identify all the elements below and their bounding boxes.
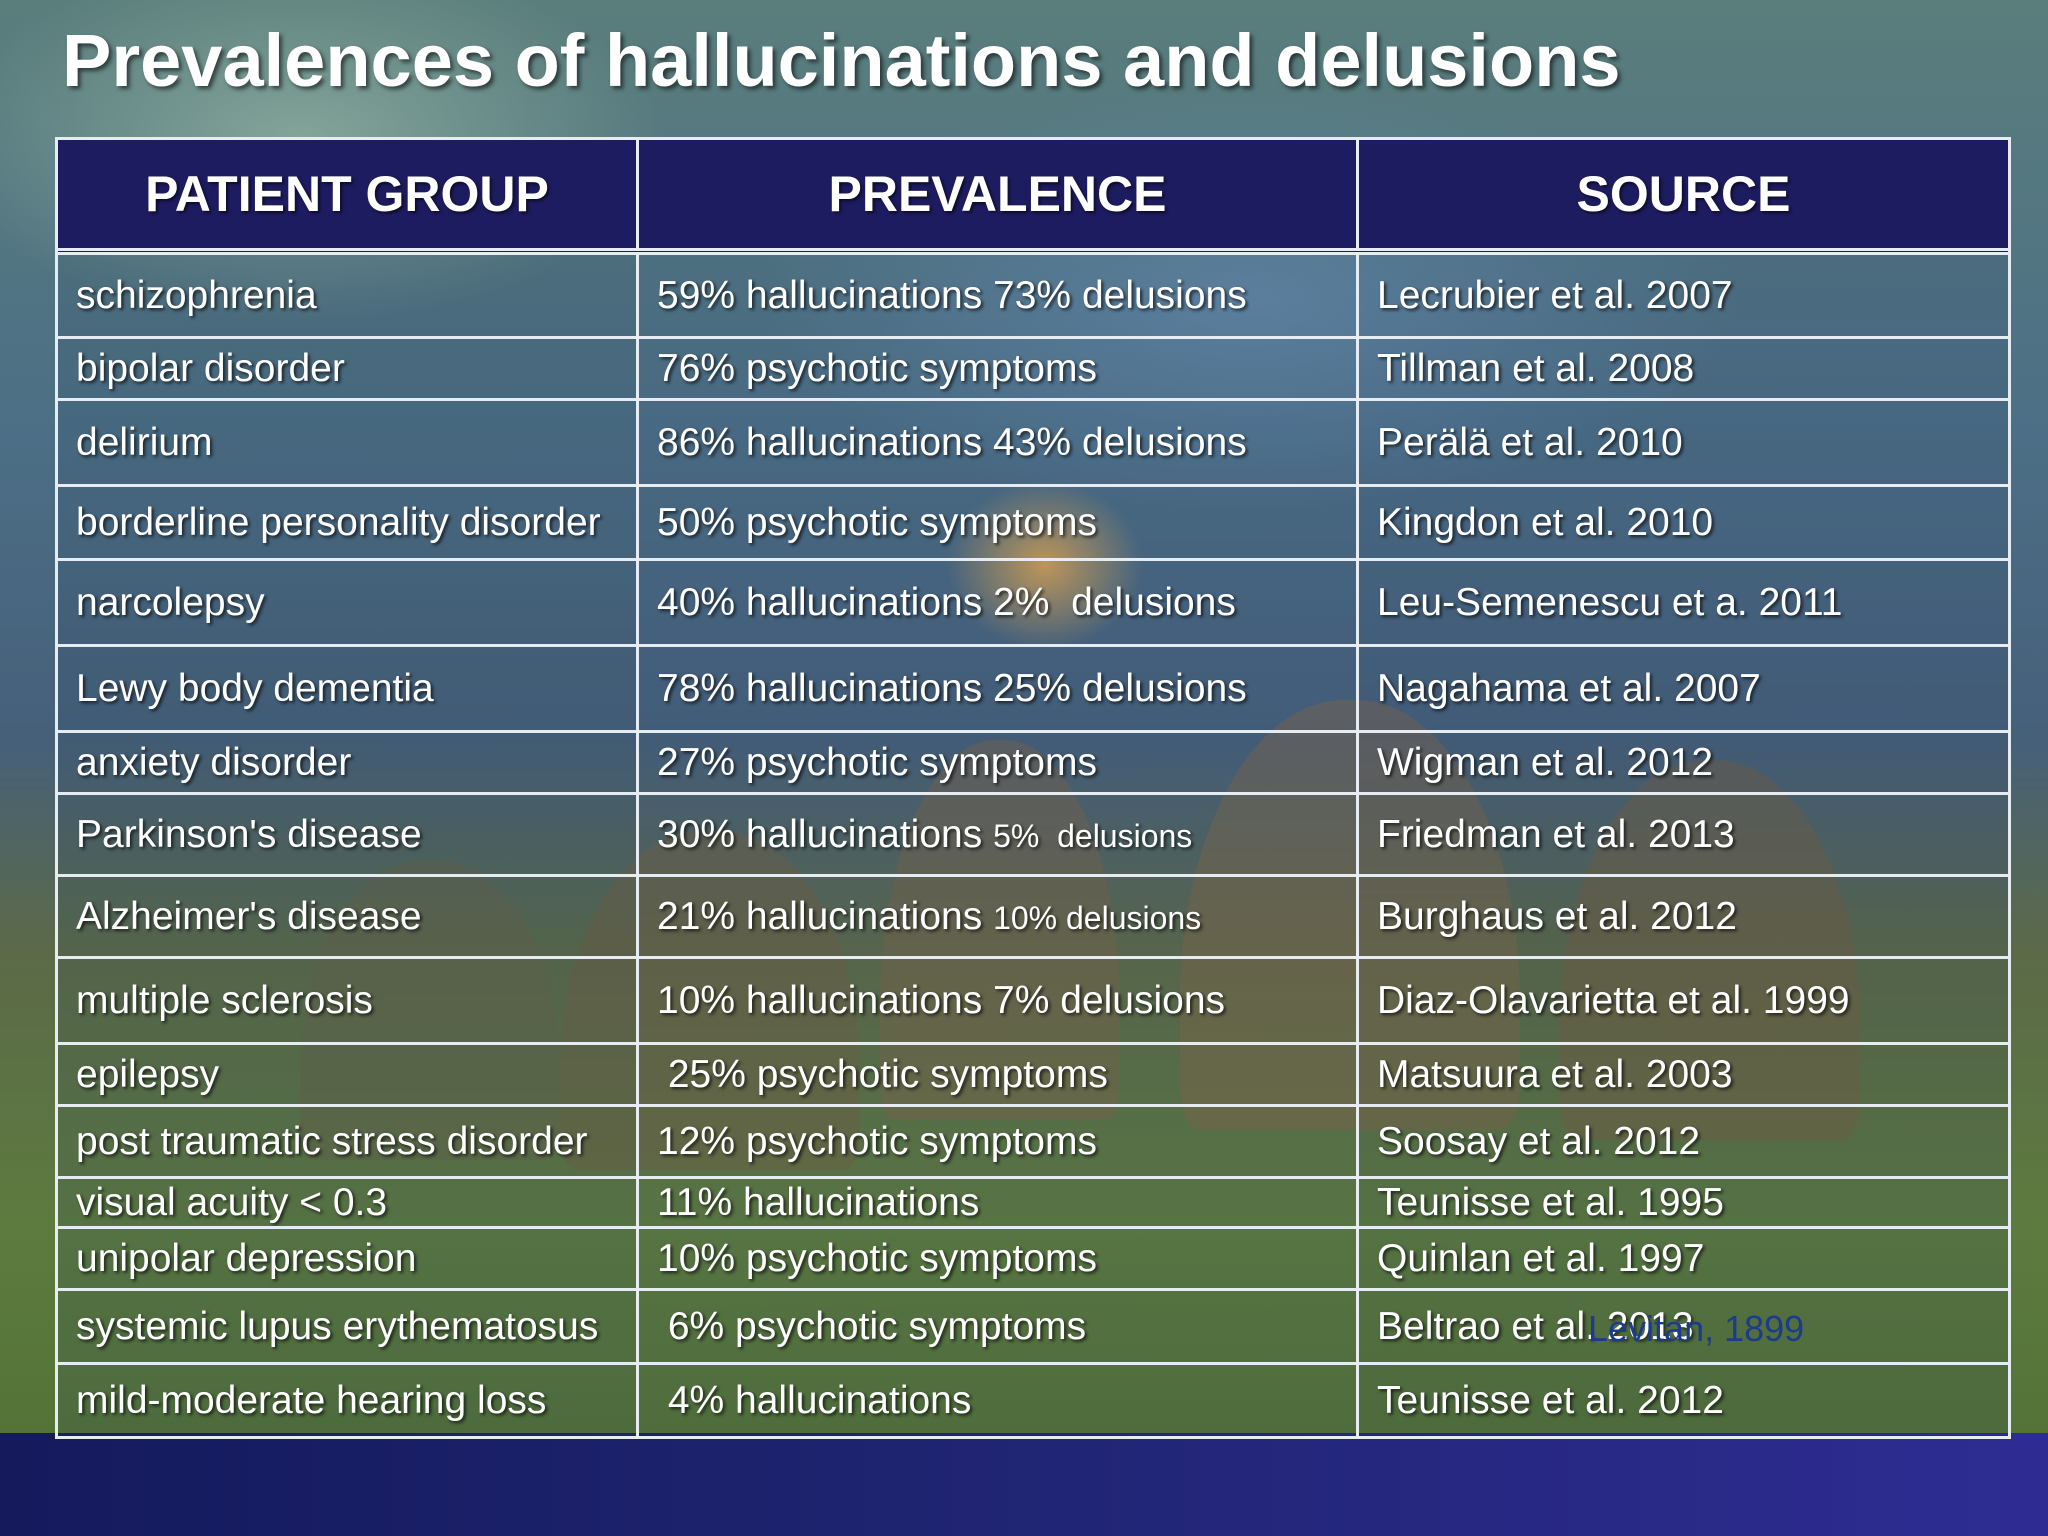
cell-patient-group: schizophrenia bbox=[55, 252, 639, 339]
cell-patient-group: borderline personality disorder bbox=[55, 484, 639, 561]
cell-source: Perälä et al. 2010 bbox=[1356, 398, 2011, 487]
prevalence-main: 30% hallucinations bbox=[657, 812, 983, 856]
prevalence-extra: 5% delusions bbox=[993, 817, 1193, 854]
cell-prevalence: 30% hallucinations 5% delusions bbox=[636, 792, 1359, 877]
header-patient-group: PATIENT GROUP bbox=[55, 137, 639, 251]
cell-source: Burghaus et al. 2012 bbox=[1356, 874, 2011, 959]
cell-prevalence: 50% psychotic symptoms bbox=[636, 484, 1359, 561]
table-row: anxiety disorder 27% psychotic symptoms … bbox=[55, 730, 2011, 795]
slide-title: Prevalences of hallucinations and delusi… bbox=[62, 19, 1621, 102]
cell-source: Quinlan et al. 1997 bbox=[1356, 1226, 2011, 1291]
cell-source: Teunisse et al. 2012 bbox=[1356, 1362, 2011, 1439]
table-row: Parkinson's disease 30% hallucinations 5… bbox=[55, 792, 2011, 877]
table-row: Alzheimer's disease 21% hallucinations 1… bbox=[55, 874, 2011, 959]
table-row: narcolepsy 40% hallucinations 2% delusio… bbox=[55, 558, 2011, 647]
prevalence-extra: 10% delusions bbox=[993, 899, 1202, 936]
table-row: mild-moderate hearing loss 4% hallucinat… bbox=[55, 1362, 2011, 1439]
cell-patient-group: mild-moderate hearing loss bbox=[55, 1362, 639, 1439]
table-header-row: PATIENT GROUP PREVALENCE SOURCE bbox=[55, 137, 2011, 251]
table-row: bipolar disorder 76% psychotic symptoms … bbox=[55, 336, 2011, 401]
cell-prevalence: 40% hallucinations 2% delusions bbox=[636, 558, 1359, 647]
cell-prevalence: 10% psychotic symptoms bbox=[636, 1226, 1359, 1291]
header-source: SOURCE bbox=[1356, 137, 2011, 251]
cell-source: Teunisse et al. 1995 bbox=[1356, 1176, 2011, 1229]
cell-prevalence: 11% hallucinations bbox=[636, 1176, 1359, 1229]
cell-patient-group: systemic lupus erythematosus bbox=[55, 1288, 639, 1365]
cell-source: Lecrubier et al. 2007 bbox=[1356, 252, 2011, 339]
header-prevalence: PREVALENCE bbox=[636, 137, 1359, 251]
cell-source: Tillman et al. 2008 bbox=[1356, 336, 2011, 401]
cell-patient-group: delirium bbox=[55, 398, 639, 487]
table-row: unipolar depression 10% psychotic sympto… bbox=[55, 1226, 2011, 1291]
cell-patient-group: bipolar disorder bbox=[55, 336, 639, 401]
cell-prevalence: 25% psychotic symptoms bbox=[636, 1042, 1359, 1107]
cell-prevalence: 86% hallucinations 43% delusions bbox=[636, 398, 1359, 487]
cell-source: Leu-Semenescu et a. 2011 bbox=[1356, 558, 2011, 647]
cell-patient-group: Lewy body dementia bbox=[55, 644, 639, 733]
cell-patient-group: multiple sclerosis bbox=[55, 956, 639, 1045]
cell-prevalence: 59% hallucinations 73% delusions bbox=[636, 252, 1359, 339]
table-row: delirium 86% hallucinations 43% delusion… bbox=[55, 398, 2011, 487]
prevalence-main: 21% hallucinations bbox=[657, 894, 983, 938]
footer-band bbox=[0, 1433, 2048, 1536]
table-row: systemic lupus erythematosus 6% psychoti… bbox=[55, 1288, 2011, 1365]
cell-patient-group: Alzheimer's disease bbox=[55, 874, 639, 959]
table-row: multiple sclerosis 10% hallucinations 7%… bbox=[55, 956, 2011, 1045]
cell-patient-group: unipolar depression bbox=[55, 1226, 639, 1291]
cell-source: Matsuura et al. 2003 bbox=[1356, 1042, 2011, 1107]
cell-source: Kingdon et al. 2010 bbox=[1356, 484, 2011, 561]
cell-prevalence: 78% hallucinations 25% delusions bbox=[636, 644, 1359, 733]
cell-prevalence: 21% hallucinations 10% delusions bbox=[636, 874, 1359, 959]
cell-prevalence: 10% hallucinations 7% delusions bbox=[636, 956, 1359, 1045]
cell-source: Nagahama et al. 2007 bbox=[1356, 644, 2011, 733]
cell-patient-group: post traumatic stress disorder bbox=[55, 1104, 639, 1179]
cell-source: Beltrao et al. 2013 bbox=[1356, 1288, 2011, 1365]
header-separator bbox=[55, 248, 2011, 255]
cell-source: Soosay et al. 2012 bbox=[1356, 1104, 2011, 1179]
painting-credit: Levitan, 1899 bbox=[1588, 1308, 1805, 1349]
cell-source: Friedman et al. 2013 bbox=[1356, 792, 2011, 877]
cell-prevalence: 27% psychotic symptoms bbox=[636, 730, 1359, 795]
cell-patient-group: epilepsy bbox=[55, 1042, 639, 1107]
table-row: post traumatic stress disorder 12% psych… bbox=[55, 1104, 2011, 1179]
cell-prevalence: 6% psychotic symptoms bbox=[636, 1288, 1359, 1365]
cell-prevalence: 76% psychotic symptoms bbox=[636, 336, 1359, 401]
table-row: epilepsy 25% psychotic symptoms Matsuura… bbox=[55, 1042, 2011, 1107]
cell-source: Diaz-Olavarietta et al. 1999 bbox=[1356, 956, 2011, 1045]
table-row: schizophrenia 59% hallucinations 73% del… bbox=[55, 252, 2011, 339]
cell-patient-group: anxiety disorder bbox=[55, 730, 639, 795]
table-row: visual acuity < 0.3 11% hallucinations T… bbox=[55, 1176, 2011, 1229]
prevalence-table: PATIENT GROUP PREVALENCE SOURCE schizoph… bbox=[55, 137, 2011, 1439]
cell-patient-group: Parkinson's disease bbox=[55, 792, 639, 877]
cell-source: Wigman et al. 2012 bbox=[1356, 730, 2011, 795]
cell-prevalence: 12% psychotic symptoms bbox=[636, 1104, 1359, 1179]
cell-patient-group: visual acuity < 0.3 bbox=[55, 1176, 639, 1229]
cell-patient-group: narcolepsy bbox=[55, 558, 639, 647]
cell-prevalence: 4% hallucinations bbox=[636, 1362, 1359, 1439]
table-row: borderline personality disorder 50% psyc… bbox=[55, 484, 2011, 561]
table-row: Lewy body dementia 78% hallucinations 25… bbox=[55, 644, 2011, 733]
